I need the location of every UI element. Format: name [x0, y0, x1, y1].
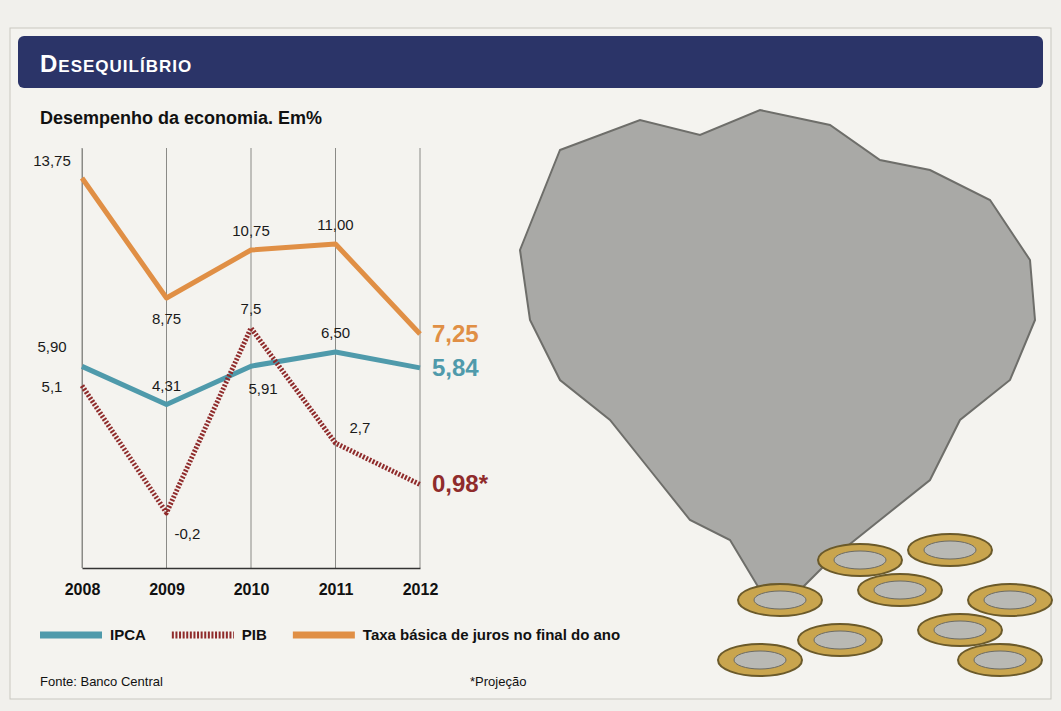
coin-center: [974, 651, 1026, 669]
coin: [718, 644, 802, 676]
grid-line: [251, 148, 252, 568]
data-labels: 5,90 4,31 5,91 6,50 5,84 5,1 -0,2 7,5 2,7 0,98* 13…: [33, 152, 488, 542]
coin: [908, 534, 992, 566]
coin: [818, 544, 902, 576]
coin: [918, 614, 1002, 646]
coin-center: [834, 551, 886, 569]
legend-label: IPCA: [110, 626, 146, 643]
annotation: Fonte: Banco Central: [40, 674, 163, 689]
data-label: 5,1: [42, 378, 63, 395]
header-band: [18, 36, 1043, 88]
tick-label: 2012: [403, 581, 439, 598]
series-line: [82, 178, 420, 334]
y-axis: [82, 149, 83, 569]
chart: Desequilíbrio Desempenho da economia. Em%…: [0, 0, 1061, 711]
tick: 2012: [403, 581, 439, 598]
data-label: 10,75: [232, 222, 270, 239]
y-axis-line: [82, 149, 83, 569]
subtitle: Desempenho da economia. Em%: [40, 108, 322, 128]
data-label: -0,2: [175, 525, 201, 542]
x-axis: 2008 2009 2010 2011 2012: [65, 569, 439, 599]
data-label: 5,84: [432, 354, 479, 381]
grid-line: [166, 148, 167, 568]
data-label: 4,31: [152, 377, 181, 394]
tick: 2009: [149, 581, 185, 598]
map-shape: [520, 110, 1035, 600]
legend-label: PIB: [242, 626, 267, 643]
grid-line: [82, 148, 83, 568]
tick-label: 2008: [65, 581, 101, 598]
grid-line: [420, 148, 421, 568]
coin: [858, 574, 942, 606]
coin: [958, 644, 1042, 676]
plot-marks: [82, 178, 420, 513]
series-line: [82, 352, 420, 405]
coin-center: [924, 541, 976, 559]
x-axis-line: [83, 568, 421, 570]
legend-swatch: [172, 632, 234, 639]
data-label: 6,50: [321, 324, 350, 341]
coin: [738, 584, 822, 616]
data-label: 0,98*: [432, 470, 489, 497]
data-label: 2,7: [350, 419, 371, 436]
data-label: 13,75: [33, 152, 71, 169]
series-line: [82, 328, 420, 513]
grid-line: [335, 148, 336, 568]
coin-center: [934, 621, 986, 639]
coin: [798, 624, 882, 656]
tick-label: 2011: [319, 581, 354, 598]
legend: IPCA PIB Taxa básica de juros no final do …: [40, 626, 620, 643]
coin-center: [754, 591, 806, 609]
data-label: 5,91: [248, 380, 277, 397]
data-label: 5,90: [37, 338, 66, 355]
coin: [968, 584, 1052, 616]
grid: [82, 148, 420, 568]
coin-center: [814, 631, 866, 649]
title: Desequilíbrio: [40, 50, 192, 77]
data-label: 7,5: [241, 300, 262, 317]
data-label: 7,25: [432, 320, 479, 347]
legend-swatch: [293, 632, 355, 639]
coin-center: [734, 651, 786, 669]
legend-label: Taxa básica de juros no final do ano: [363, 626, 620, 643]
tick-label: 2009: [149, 581, 185, 598]
data-label: 8,75: [152, 310, 181, 327]
tick-label: 2010: [234, 581, 270, 598]
tick: 2011: [319, 581, 354, 598]
annotation: *Projeção: [470, 674, 526, 689]
tick: 2010: [234, 581, 270, 598]
data-label: 11,00: [317, 216, 353, 233]
tick: 2008: [65, 581, 101, 598]
panel: [10, 28, 1051, 699]
coin-center: [874, 581, 926, 599]
coin-center: [984, 591, 1036, 609]
decoration: [520, 110, 1052, 676]
legend-swatch: [40, 632, 102, 639]
